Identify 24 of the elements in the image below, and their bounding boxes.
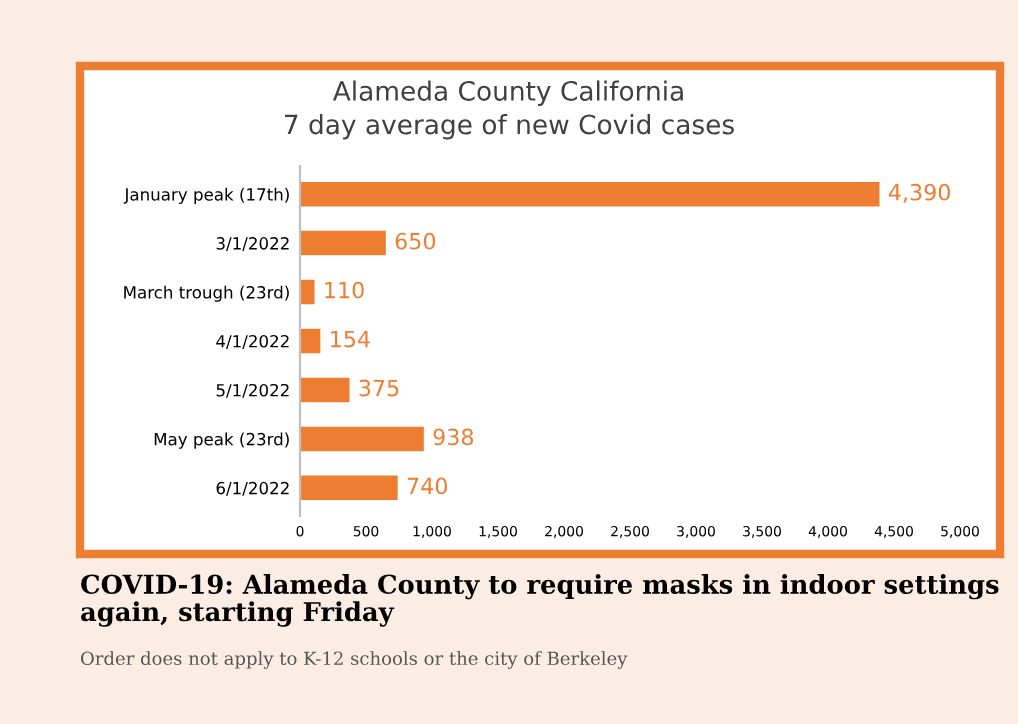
y-tick-label: March trough (23rd) [124,285,289,302]
y-tick-label: 6/1/2022 [216,481,289,496]
y-tick-label: January peak (17th) [123,187,289,204]
text: Order does not apply to K-12 schools or the city of Berkeley [81,651,628,669]
bar [300,377,350,403]
data-label: 154 [331,330,370,348]
bar [300,426,424,452]
bar [300,181,880,207]
data-label: 4,390 [888,183,950,203]
y-tick-label: 5/1/2022 [216,383,289,398]
data-label: 650 [395,232,436,250]
y-tick-label: 3/1/2022 [216,237,289,251]
data-label: 938 [433,428,474,446]
data-label: 740 [407,477,447,495]
y-tick-label: 4/1/2022 [216,334,289,349]
chart-title: Alameda County California 7 day average of new Covid cases [284,80,734,140]
bar [300,475,398,501]
data-label: 110 [325,281,364,299]
bar [300,230,386,256]
bar [300,279,315,305]
data-label: 375 [359,379,399,397]
bar [300,328,321,354]
text: COVID-19: Alameda County to require masks in indoor settings again, starting Friday [81,574,999,627]
y-tick-label: May peak (23rd) [154,432,289,449]
